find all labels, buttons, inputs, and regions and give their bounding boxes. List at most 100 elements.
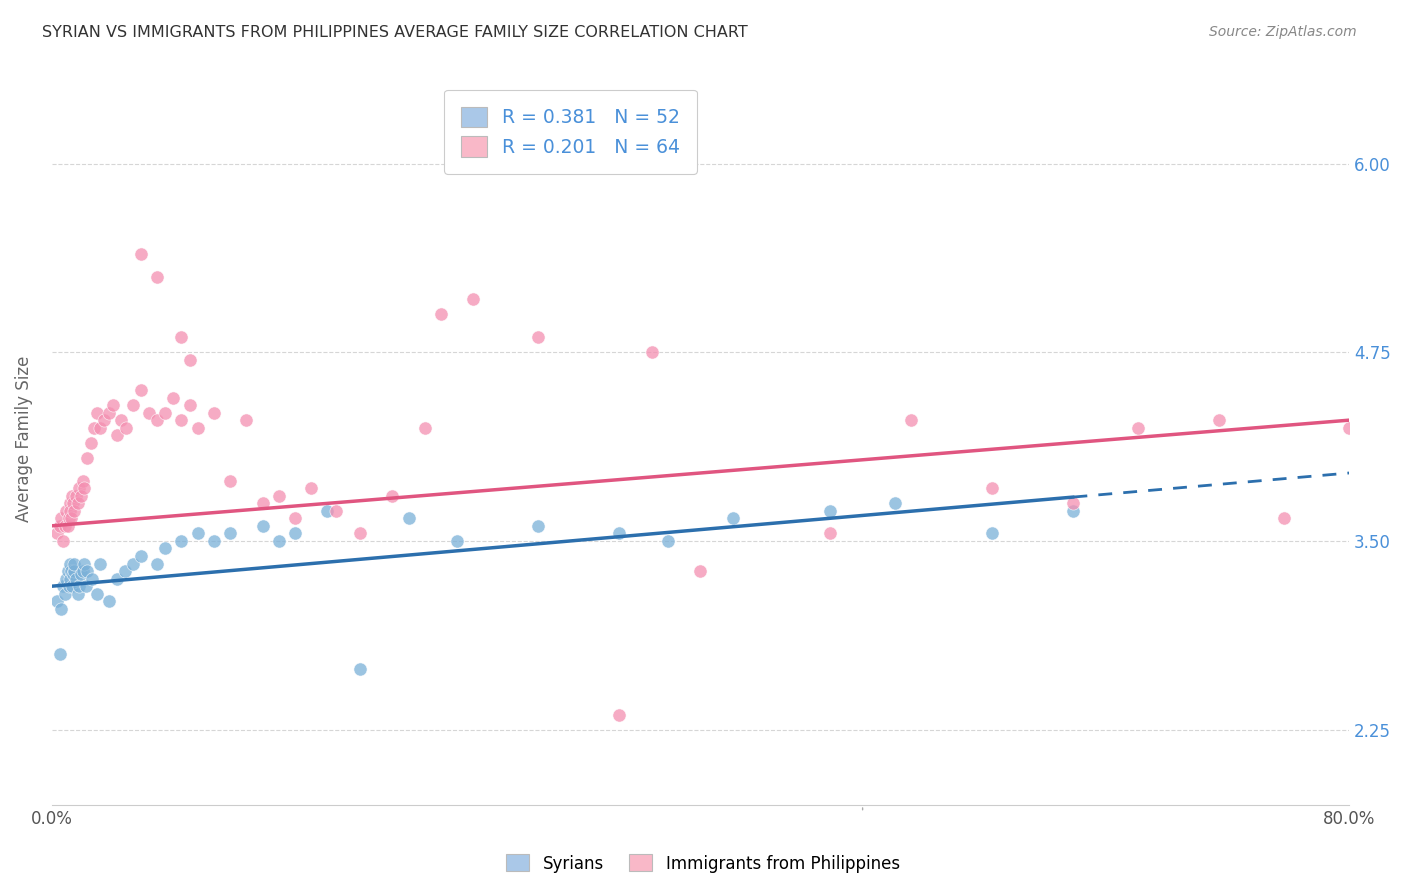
- Point: [51, 511, 73, 525]
- Point: [73, 481, 96, 495]
- Point: [170, 533, 193, 548]
- Point: [146, 413, 169, 427]
- Point: [45, 526, 67, 541]
- Point: [299, 481, 322, 495]
- Y-axis label: Average Family Size: Average Family Size: [15, 356, 32, 522]
- Point: [52, 533, 75, 548]
- Point: [155, 406, 177, 420]
- Point: [430, 308, 453, 322]
- Point: [121, 557, 143, 571]
- Point: [179, 398, 201, 412]
- Point: [1062, 504, 1084, 518]
- Point: [267, 533, 290, 548]
- Point: [187, 420, 209, 434]
- Point: [1272, 511, 1295, 525]
- Point: [89, 557, 111, 571]
- Point: [56, 518, 79, 533]
- Point: [609, 707, 631, 722]
- Point: [349, 526, 371, 541]
- Point: [75, 579, 97, 593]
- Point: [252, 518, 274, 533]
- Point: [65, 489, 87, 503]
- Point: [235, 413, 257, 427]
- Point: [219, 474, 242, 488]
- Point: [138, 406, 160, 420]
- Legend: Syrians, Immigrants from Philippines: Syrians, Immigrants from Philippines: [499, 847, 907, 880]
- Point: [70, 567, 93, 582]
- Point: [89, 420, 111, 434]
- Point: [58, 572, 80, 586]
- Point: [52, 579, 75, 593]
- Point: [413, 420, 436, 434]
- Point: [65, 572, 87, 586]
- Point: [51, 602, 73, 616]
- Point: [170, 413, 193, 427]
- Point: [53, 587, 76, 601]
- Point: [1128, 420, 1150, 434]
- Point: [121, 398, 143, 412]
- Point: [45, 594, 67, 608]
- Point: [76, 564, 98, 578]
- Text: Source: ZipAtlas.com: Source: ZipAtlas.com: [1209, 25, 1357, 39]
- Point: [82, 572, 104, 586]
- Point: [900, 413, 922, 427]
- Point: [63, 504, 86, 518]
- Point: [1339, 420, 1361, 434]
- Point: [463, 293, 485, 307]
- Point: [818, 504, 841, 518]
- Point: [202, 533, 225, 548]
- Point: [62, 567, 84, 582]
- Point: [114, 564, 136, 578]
- Point: [97, 594, 120, 608]
- Point: [83, 420, 105, 434]
- Point: [162, 391, 184, 405]
- Point: [818, 526, 841, 541]
- Point: [252, 496, 274, 510]
- Point: [110, 413, 132, 427]
- Point: [170, 330, 193, 344]
- Point: [73, 557, 96, 571]
- Point: [59, 504, 82, 518]
- Point: [55, 504, 77, 518]
- Point: [527, 518, 550, 533]
- Point: [59, 557, 82, 571]
- Point: [53, 518, 76, 533]
- Point: [146, 269, 169, 284]
- Point: [721, 511, 744, 525]
- Point: [55, 572, 77, 586]
- Point: [129, 383, 152, 397]
- Point: [284, 511, 307, 525]
- Point: [86, 587, 108, 601]
- Point: [527, 330, 550, 344]
- Point: [689, 564, 711, 578]
- Point: [1208, 413, 1230, 427]
- Point: [267, 489, 290, 503]
- Point: [884, 496, 907, 510]
- Point: [155, 541, 177, 556]
- Point: [103, 398, 125, 412]
- Point: [86, 406, 108, 420]
- Point: [202, 406, 225, 420]
- Point: [58, 511, 80, 525]
- Point: [129, 247, 152, 261]
- Point: [60, 564, 83, 578]
- Point: [56, 564, 79, 578]
- Point: [67, 481, 90, 495]
- Point: [62, 496, 84, 510]
- Text: SYRIAN VS IMMIGRANTS FROM PHILIPPINES AVERAGE FAMILY SIZE CORRELATION CHART: SYRIAN VS IMMIGRANTS FROM PHILIPPINES AV…: [42, 25, 748, 40]
- Point: [179, 352, 201, 367]
- Point: [63, 557, 86, 571]
- Point: [72, 474, 94, 488]
- Point: [219, 526, 242, 541]
- Point: [115, 420, 138, 434]
- Point: [398, 511, 420, 525]
- Point: [72, 564, 94, 578]
- Point: [76, 450, 98, 465]
- Point: [284, 526, 307, 541]
- Point: [981, 481, 1004, 495]
- Point: [58, 579, 80, 593]
- Point: [60, 579, 83, 593]
- Point: [62, 564, 84, 578]
- Point: [349, 662, 371, 676]
- Point: [49, 518, 72, 533]
